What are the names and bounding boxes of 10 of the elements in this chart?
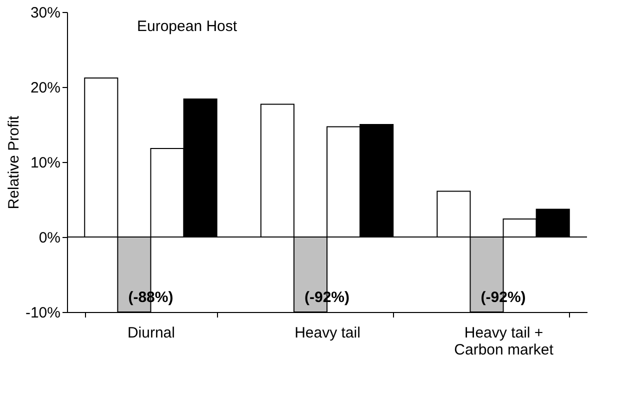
x-tick-label: Diurnal bbox=[127, 324, 175, 342]
chart-title: European Host bbox=[137, 18, 238, 35]
y-tick-label: -10% bbox=[25, 304, 60, 322]
y-tick-label: 20% bbox=[30, 80, 60, 96]
x-tick-label: Heavy tail bbox=[294, 324, 360, 342]
y-tick-label: 30% bbox=[30, 4, 60, 22]
x-tick-label: Heavy tail + Carbon market bbox=[454, 324, 554, 358]
y-axis-title: Relative Profit bbox=[5, 114, 22, 210]
y-tick-label: 0% bbox=[38, 230, 60, 246]
y-tick-label: 10% bbox=[30, 154, 60, 172]
